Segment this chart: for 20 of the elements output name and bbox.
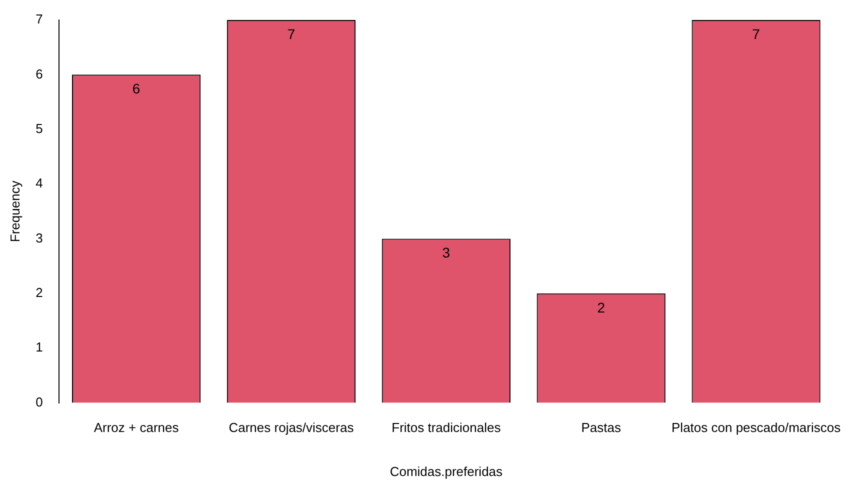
y-tick-label: 6: [36, 66, 43, 82]
y-tick-label: 2: [36, 285, 43, 300]
data-label: 3: [442, 244, 450, 261]
y-tick-label: 4: [36, 176, 43, 191]
x-tick-label: Platos con pescado/mariscos: [672, 420, 842, 436]
x-tick-label: Pastas: [581, 420, 622, 436]
x-tick-label: Fritos tradicionales: [392, 420, 502, 436]
y-tick-label: 5: [36, 120, 43, 136]
data-label: 7: [287, 26, 296, 42]
y-tick-label: 1: [36, 340, 43, 355]
data-label: 7: [752, 26, 760, 42]
y-tick-label: 3: [36, 230, 43, 246]
data-label: 2: [597, 299, 606, 316]
x-tick-label: Carnes rojas/visceras: [228, 420, 354, 436]
y-axis-title: Frequency: [7, 180, 22, 242]
x-axis-title: Comidas.preferidas: [390, 464, 504, 479]
x-tick-label: Arroz + carnes: [94, 420, 180, 436]
y-tick-label: 0: [36, 394, 43, 410]
y-tick-label: 7: [36, 12, 43, 27]
data-label: 6: [132, 80, 140, 97]
